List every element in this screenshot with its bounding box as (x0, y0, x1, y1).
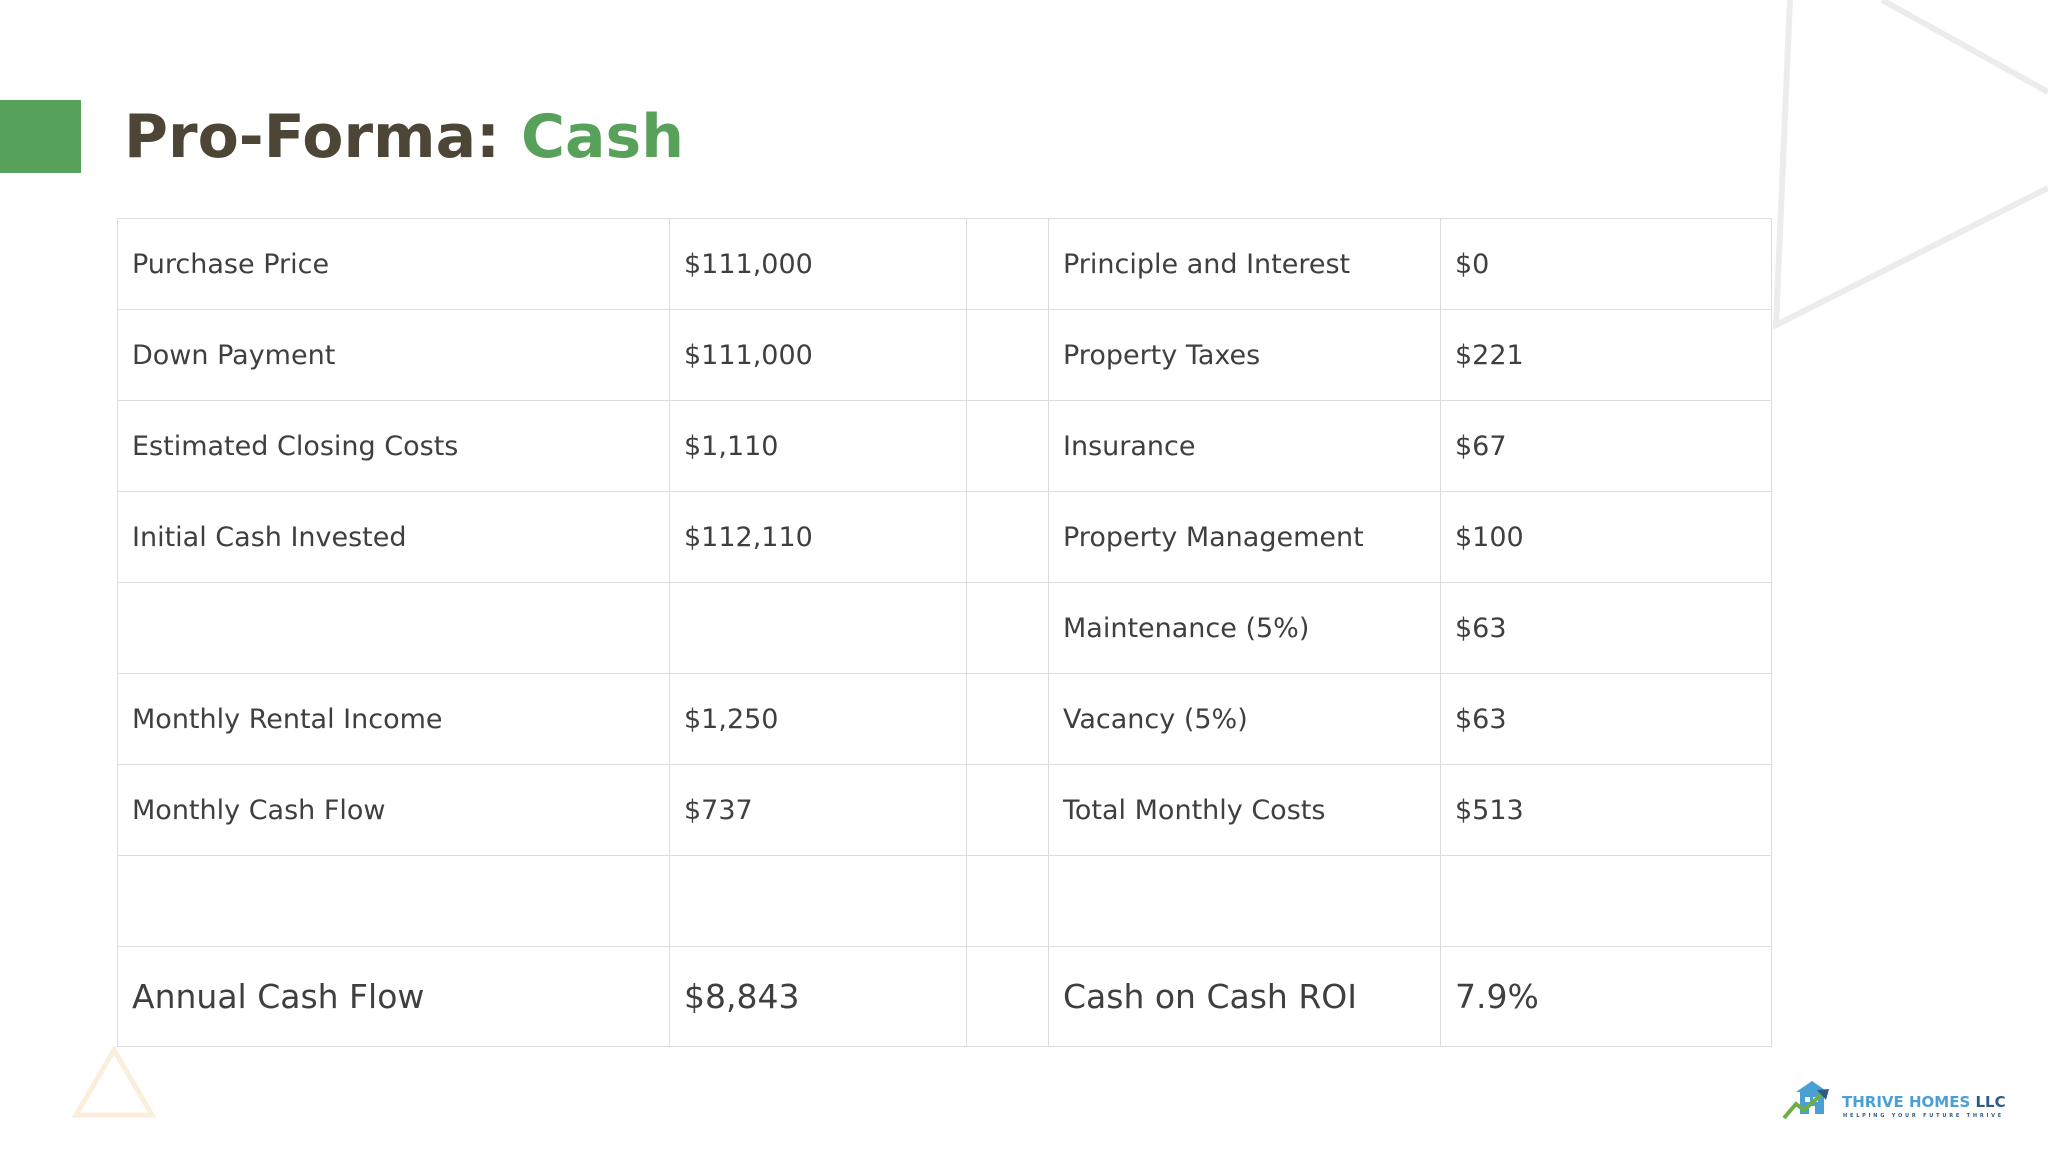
row-value-right: $0 (1440, 218, 1772, 310)
row-value-left: $111,000 (669, 218, 967, 310)
spacer-cell (966, 582, 1049, 674)
row-value-left: $112,110 (669, 491, 967, 583)
row-label-left: Monthly Rental Income (117, 673, 670, 765)
logo-name-main: THRIVE HOMES (1842, 1093, 1971, 1111)
company-logo: THRIVE HOMES LLC HELPING YOUR FUTURE THR… (1782, 1076, 2012, 1122)
row-value-right (1440, 855, 1772, 947)
row-value-left (669, 855, 967, 947)
row-value-left (669, 582, 967, 674)
row-value-left: $737 (669, 764, 967, 856)
row-value-left: $111,000 (669, 309, 967, 401)
table-row: Estimated Closing Costs $1,110 Insurance… (117, 400, 1772, 492)
row-value-right: $513 (1440, 764, 1772, 856)
table-row-total: Annual Cash Flow $8,843 Cash on Cash ROI… (117, 946, 1772, 1047)
decor-triangle-edge (1880, 0, 2048, 95)
row-label-right: Vacancy (5%) (1048, 673, 1441, 765)
spacer-cell (966, 855, 1049, 947)
logo-name-suffix: LLC (1970, 1093, 2006, 1111)
row-label-right: Property Management (1048, 491, 1441, 583)
table-row: Monthly Cash Flow $737 Total Monthly Cos… (117, 764, 1772, 856)
row-value-right: $100 (1440, 491, 1772, 583)
row-label-left: Down Payment (117, 309, 670, 401)
logo-name: THRIVE HOMES LLC (1842, 1093, 2006, 1111)
row-value-right: 7.9% (1440, 946, 1772, 1047)
decor-small-triangle (71, 1045, 157, 1118)
row-label-left: Monthly Cash Flow (117, 764, 670, 856)
row-value-left: $1,250 (669, 673, 967, 765)
row-label-right: Cash on Cash ROI (1048, 946, 1441, 1047)
row-label-left: Initial Cash Invested (117, 491, 670, 583)
row-label-right: Total Monthly Costs (1048, 764, 1441, 856)
row-label-left (117, 582, 670, 674)
table-row (117, 855, 1772, 947)
house-arrow-icon (1782, 1081, 1829, 1120)
proforma-table: Purchase Price $111,000 Principle and In… (117, 218, 1772, 1047)
row-label-left: Purchase Price (117, 218, 670, 310)
spacer-cell (966, 673, 1049, 765)
table-row: Purchase Price $111,000 Principle and In… (117, 218, 1772, 310)
row-label-right: Insurance (1048, 400, 1441, 492)
title-accent: Cash (520, 102, 684, 172)
spacer-cell (966, 946, 1049, 1047)
table-row: Initial Cash Invested $112,110 Property … (117, 491, 1772, 583)
row-label-left: Estimated Closing Costs (117, 400, 670, 492)
decor-triangle-outline (1772, 0, 2048, 330)
row-label-right: Principle and Interest (1048, 218, 1441, 310)
spacer-cell (966, 218, 1049, 310)
row-value-right: $67 (1440, 400, 1772, 492)
row-value-left: $8,843 (669, 946, 967, 1047)
row-label-right (1048, 855, 1441, 947)
row-label-left: Annual Cash Flow (117, 946, 670, 1047)
title-main: Pro-Forma: (124, 102, 521, 172)
row-value-right: $63 (1440, 582, 1772, 674)
title-accent-block (0, 100, 81, 173)
row-value-right: $63 (1440, 673, 1772, 765)
spacer-cell (966, 400, 1049, 492)
row-label-right: Maintenance (5%) (1048, 582, 1441, 674)
row-label-left (117, 855, 670, 947)
logo-tagline: HELPING YOUR FUTURE THRIVE (1843, 1113, 2005, 1119)
table-row: Down Payment $111,000 Property Taxes $22… (117, 309, 1772, 401)
spacer-cell (966, 309, 1049, 401)
spacer-cell (966, 764, 1049, 856)
table-row: Maintenance (5%) $63 (117, 582, 1772, 674)
table-row: Monthly Rental Income $1,250 Vacancy (5%… (117, 673, 1772, 765)
row-value-right: $221 (1440, 309, 1772, 401)
spacer-cell (966, 491, 1049, 583)
page-title: Pro-Forma: Cash (124, 97, 684, 177)
row-value-left: $1,110 (669, 400, 967, 492)
row-label-right: Property Taxes (1048, 309, 1441, 401)
